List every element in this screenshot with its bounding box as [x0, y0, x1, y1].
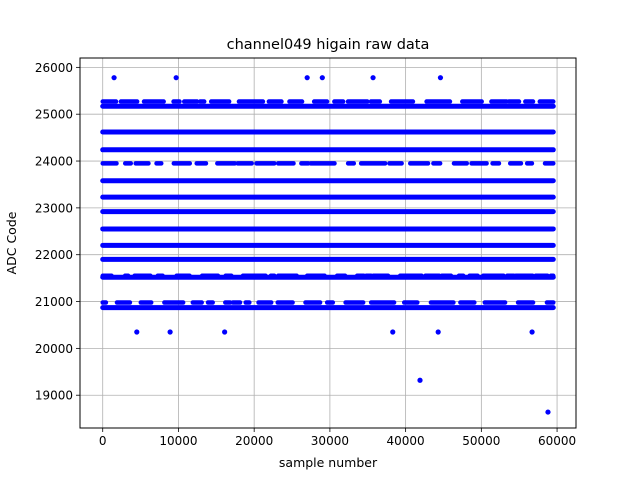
- outlier-point: [529, 329, 535, 335]
- y-tick-label: 23000: [35, 201, 73, 215]
- x-tick-label: 40000: [387, 434, 425, 448]
- x-tick-label: 0: [99, 434, 107, 448]
- outlier-point: [370, 75, 376, 81]
- x-tick-label: 20000: [235, 434, 273, 448]
- outlier-point: [417, 377, 423, 383]
- data-points: [100, 75, 556, 415]
- chart-title: channel049 higain raw data: [227, 37, 430, 53]
- x-tick-label: 30000: [311, 434, 349, 448]
- outlier-point: [304, 75, 310, 81]
- y-tick-label: 20000: [35, 342, 73, 356]
- x-axis-ticks: 0 10000 20000 30000 40000 50000 60000: [99, 428, 576, 448]
- y-tick-label: 24000: [35, 155, 73, 169]
- y-axis-label: ADC Code: [4, 211, 19, 274]
- outlier-point: [319, 75, 325, 81]
- y-tick-label: 26000: [35, 61, 73, 75]
- outlier-point: [173, 75, 179, 81]
- x-tick-label: 60000: [538, 434, 576, 448]
- y-axis-ticks: 19000 20000 21000 22000 23000 24000 25000 26000: [35, 61, 80, 403]
- outlier-point: [435, 329, 441, 335]
- outlier-point: [545, 409, 551, 415]
- outlier-point: [222, 329, 228, 335]
- x-tick-label: 50000: [462, 434, 500, 448]
- y-tick-label: 25000: [35, 108, 73, 122]
- x-axis-label: sample number: [279, 455, 378, 470]
- outlier-point: [134, 329, 140, 335]
- outlier-point: [390, 329, 396, 335]
- outlier-point: [437, 75, 444, 81]
- x-tick-label: 10000: [159, 434, 197, 448]
- outlier-point: [111, 75, 117, 81]
- y-tick-label: 21000: [35, 295, 73, 309]
- y-tick-label: 22000: [35, 248, 73, 262]
- outlier-point: [167, 329, 173, 335]
- y-tick-label: 19000: [35, 389, 73, 403]
- plot-frame: [79, 57, 577, 429]
